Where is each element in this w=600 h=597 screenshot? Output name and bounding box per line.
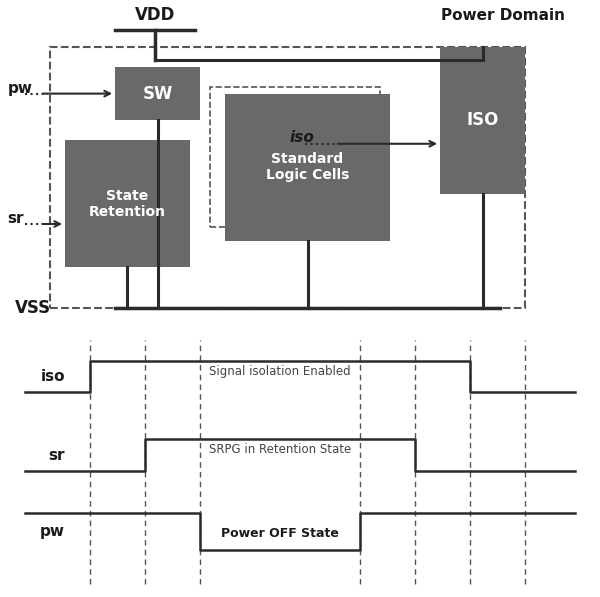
Text: State
Retention: State Retention [89,189,166,219]
Bar [440,47,525,194]
Text: Signal isolation Enabled: Signal isolation Enabled [209,365,351,377]
Text: pw: pw [40,524,65,539]
Text: pw: pw [7,81,32,96]
Bar [65,140,190,267]
Text: VDD: VDD [135,6,175,24]
Bar [115,67,200,121]
Text: iso: iso [41,369,65,384]
Bar [225,94,390,241]
Text: ISO: ISO [466,112,499,130]
Text: iso: iso [290,130,315,144]
Text: VSS: VSS [15,298,51,316]
Text: Standard
Logic Cells: Standard Logic Cells [266,152,349,182]
Text: sr: sr [7,211,24,226]
Text: SRPG in Retention State: SRPG in Retention State [209,444,351,456]
Text: Power OFF State: Power OFF State [221,528,339,540]
Bar [210,87,380,227]
Bar [50,47,525,307]
Text: sr: sr [49,448,65,463]
Text: SW: SW [142,85,173,103]
Text: Power Domain: Power Domain [441,8,565,23]
